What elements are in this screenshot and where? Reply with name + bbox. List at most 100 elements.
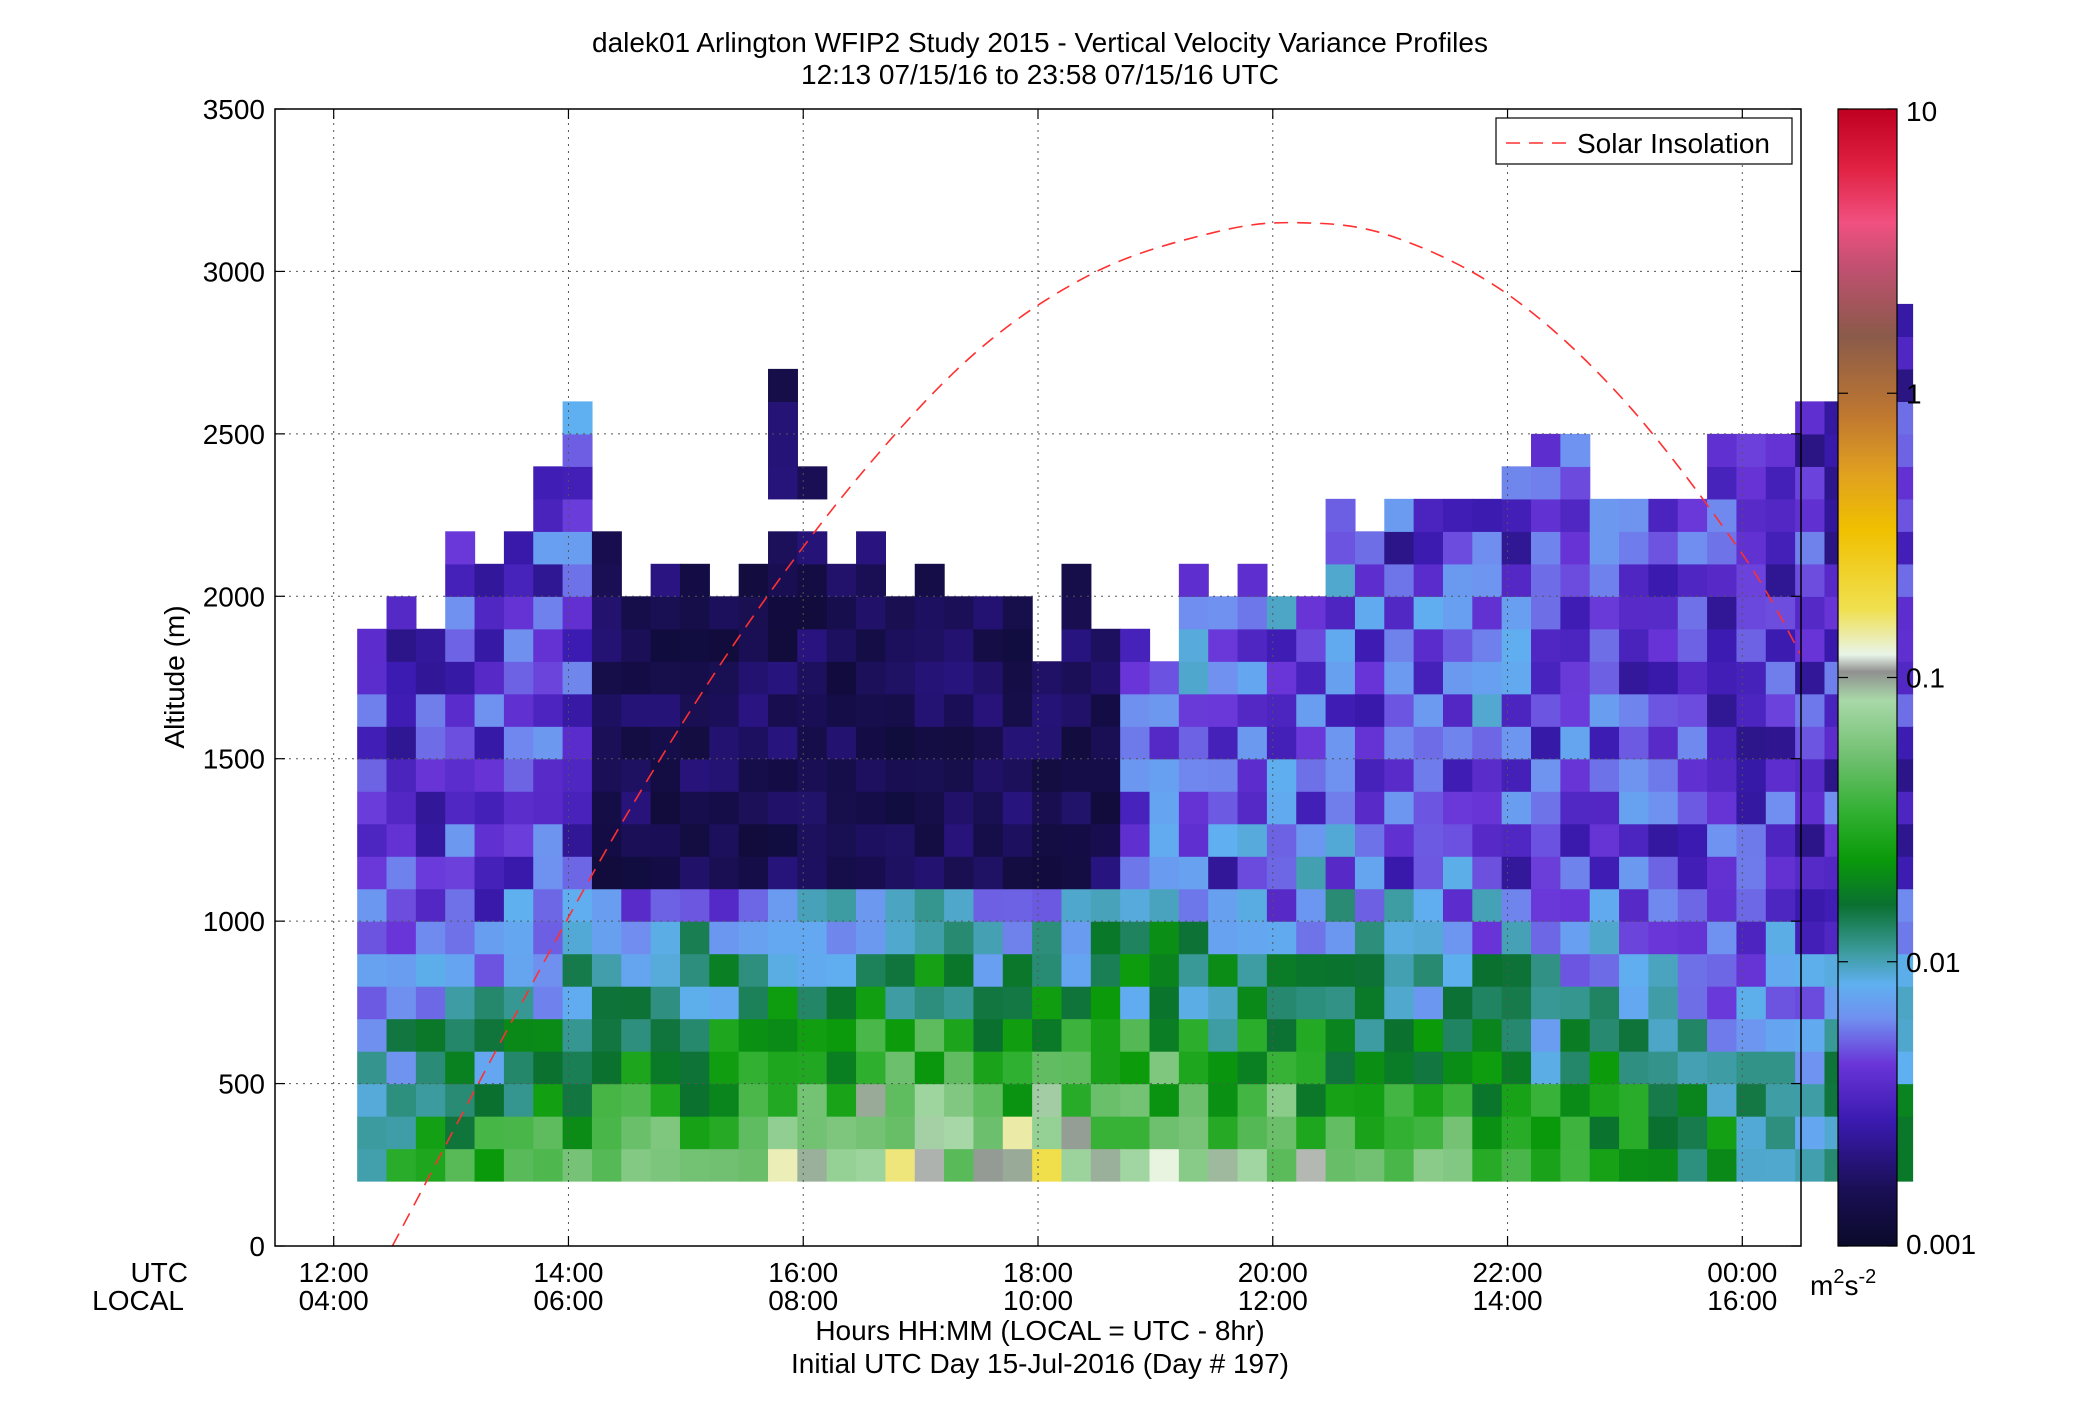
heatmap-cell bbox=[1765, 1148, 1796, 1182]
heatmap-cell bbox=[503, 888, 534, 922]
heatmap-cell bbox=[973, 856, 1004, 890]
heatmap-cell bbox=[1061, 791, 1092, 825]
heatmap-cell bbox=[1677, 823, 1708, 857]
heatmap-cell bbox=[357, 1116, 388, 1150]
heatmap-cell bbox=[1208, 1083, 1239, 1117]
heatmap-cell bbox=[1707, 1148, 1738, 1182]
heatmap-cell bbox=[1061, 563, 1092, 597]
heatmap-cell bbox=[1501, 986, 1532, 1020]
heatmap-cell bbox=[1208, 1148, 1239, 1182]
heatmap-cell bbox=[1501, 856, 1532, 890]
heatmap-cell bbox=[1560, 1018, 1591, 1052]
heatmap-cell bbox=[1178, 823, 1209, 857]
heatmap-cell bbox=[1178, 791, 1209, 825]
heatmap-cell bbox=[1384, 1051, 1415, 1085]
heatmap-cell bbox=[1501, 726, 1532, 760]
heatmap-cell bbox=[768, 1116, 798, 1150]
heatmap-cell bbox=[1736, 1148, 1767, 1182]
heatmap-cell bbox=[679, 596, 710, 630]
heatmap-cell bbox=[1619, 1116, 1649, 1150]
heatmap-cell bbox=[562, 1018, 593, 1052]
heatmap-cell bbox=[591, 986, 622, 1020]
heatmap-cell bbox=[1560, 823, 1591, 857]
heatmap-cell bbox=[1354, 1018, 1385, 1052]
heatmap-cell bbox=[1384, 563, 1415, 597]
heatmap-cell bbox=[591, 563, 622, 597]
heatmap-cell bbox=[386, 628, 417, 662]
heatmap-cell bbox=[1589, 1148, 1620, 1182]
heatmap-cell bbox=[621, 791, 652, 825]
heatmap-cell bbox=[650, 986, 681, 1020]
heatmap-cell bbox=[1237, 758, 1268, 792]
heatmap-cell bbox=[386, 661, 417, 695]
heatmap-cell bbox=[1765, 856, 1796, 890]
heatmap-cell bbox=[1795, 1018, 1826, 1052]
heatmap-cell bbox=[1589, 791, 1620, 825]
heatmap-cell bbox=[826, 856, 857, 890]
heatmap-cell bbox=[1237, 953, 1268, 987]
heatmap-cell bbox=[1032, 693, 1063, 727]
heatmap-cell bbox=[1237, 1083, 1268, 1117]
heatmap-cell bbox=[591, 1018, 622, 1052]
heatmap-cell bbox=[1560, 563, 1591, 597]
heatmap-cell bbox=[445, 921, 476, 955]
heatmap-cell bbox=[1795, 498, 1826, 532]
heatmap-cell bbox=[415, 856, 446, 890]
heatmap-cell bbox=[914, 1018, 945, 1052]
heatmap-cell bbox=[1765, 986, 1796, 1020]
heatmap-cell bbox=[738, 986, 769, 1020]
heatmap-cell bbox=[1707, 986, 1738, 1020]
heatmap-cell bbox=[1707, 758, 1738, 792]
heatmap-cell bbox=[709, 693, 740, 727]
heatmap-cell bbox=[738, 661, 769, 695]
heatmap-cell bbox=[1413, 856, 1444, 890]
heatmap-cell bbox=[1237, 921, 1268, 955]
heatmap-cell bbox=[1619, 856, 1649, 890]
heatmap-cell bbox=[1677, 1018, 1708, 1052]
heatmap-cell bbox=[797, 856, 828, 890]
heatmap-cell bbox=[1560, 628, 1591, 662]
heatmap-cell bbox=[1149, 888, 1180, 922]
heatmap-cell bbox=[1736, 856, 1767, 890]
heatmap-cell bbox=[1296, 791, 1327, 825]
heatmap-cell bbox=[1531, 531, 1561, 565]
heatmap-cell bbox=[386, 823, 417, 857]
heatmap-cell bbox=[914, 758, 945, 792]
heatmap-cell bbox=[1237, 888, 1268, 922]
heatmap-cell bbox=[1032, 921, 1063, 955]
heatmap-cell bbox=[1736, 758, 1767, 792]
heatmap-cell bbox=[1560, 888, 1591, 922]
heatmap-cell bbox=[1266, 1051, 1297, 1085]
heatmap-cell bbox=[944, 1051, 975, 1085]
heatmap-cell bbox=[1090, 953, 1121, 987]
heatmap-cell bbox=[768, 1083, 798, 1117]
heatmap-cell bbox=[1325, 1116, 1356, 1150]
heatmap-cell bbox=[650, 1148, 681, 1182]
heatmap-cell bbox=[533, 563, 564, 597]
x-tick-label-local: 16:00 bbox=[1707, 1285, 1777, 1316]
heatmap-cell bbox=[1501, 888, 1532, 922]
heatmap-cell bbox=[1061, 1116, 1092, 1150]
heatmap-cell bbox=[415, 986, 446, 1020]
heatmap-cell bbox=[1413, 1083, 1444, 1117]
heatmap-cell bbox=[1648, 1083, 1679, 1117]
heatmap-cell bbox=[709, 1148, 740, 1182]
heatmap-cell bbox=[1120, 758, 1151, 792]
heatmap-cell bbox=[885, 726, 916, 760]
heatmap-cell bbox=[1061, 1083, 1092, 1117]
heatmap-cell bbox=[944, 823, 975, 857]
heatmap-cell bbox=[1442, 1116, 1473, 1150]
heatmap-cell bbox=[914, 661, 945, 695]
heatmap-cell bbox=[1325, 563, 1356, 597]
heatmap-cell bbox=[1589, 531, 1620, 565]
heatmap-cell bbox=[709, 758, 740, 792]
heatmap-cell bbox=[650, 1116, 681, 1150]
heatmap-cell bbox=[386, 1051, 417, 1085]
heatmap-cell bbox=[1208, 693, 1239, 727]
heatmap-cell bbox=[1560, 466, 1591, 500]
heatmap-cell bbox=[1560, 758, 1591, 792]
heatmap-cell bbox=[944, 921, 975, 955]
heatmap-cell bbox=[1560, 1148, 1591, 1182]
heatmap-cell bbox=[1296, 628, 1327, 662]
heatmap-cell bbox=[1208, 791, 1239, 825]
